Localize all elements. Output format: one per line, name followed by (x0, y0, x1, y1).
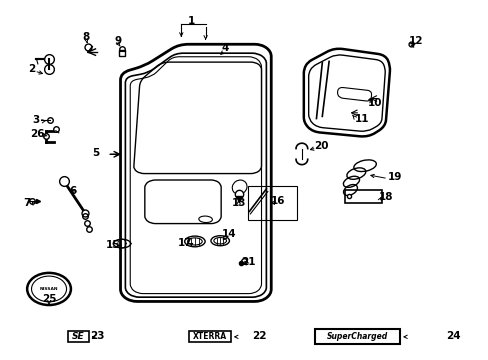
Text: 10: 10 (367, 98, 381, 108)
Text: 7: 7 (23, 198, 30, 208)
Text: 23: 23 (90, 332, 105, 342)
Text: 18: 18 (379, 192, 393, 202)
Ellipse shape (210, 236, 229, 246)
Text: 8: 8 (82, 32, 90, 42)
Text: 12: 12 (407, 36, 422, 46)
Text: 11: 11 (354, 113, 368, 123)
PathPatch shape (120, 44, 271, 301)
Text: 4: 4 (221, 43, 228, 53)
Text: 25: 25 (41, 294, 56, 303)
Text: 6: 6 (70, 186, 77, 197)
Text: 24: 24 (446, 332, 460, 342)
Text: 2: 2 (28, 64, 35, 73)
Text: 3: 3 (33, 115, 40, 125)
Text: 13: 13 (231, 198, 245, 208)
Text: 17: 17 (178, 238, 192, 248)
PathPatch shape (303, 49, 389, 136)
Text: 1: 1 (187, 16, 194, 26)
Text: NISSAN: NISSAN (40, 287, 58, 291)
Text: 22: 22 (251, 332, 266, 342)
Circle shape (27, 273, 71, 305)
Text: 16: 16 (270, 197, 284, 206)
Text: 15: 15 (106, 240, 120, 250)
Text: SuperCharged: SuperCharged (326, 332, 387, 341)
Ellipse shape (184, 236, 204, 247)
Text: SE: SE (72, 332, 84, 341)
Text: 19: 19 (387, 172, 402, 182)
Text: 9: 9 (114, 36, 122, 46)
Text: 26: 26 (31, 129, 45, 139)
Text: 20: 20 (313, 141, 328, 151)
Text: 14: 14 (221, 229, 236, 239)
Text: 21: 21 (241, 257, 255, 267)
Text: 5: 5 (92, 148, 100, 158)
Text: XTERRA: XTERRA (193, 332, 226, 341)
